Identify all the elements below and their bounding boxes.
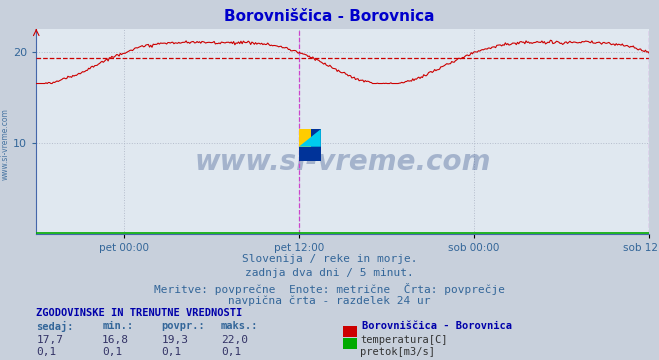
Text: 19,3: 19,3: [161, 335, 188, 345]
Text: 17,7: 17,7: [36, 335, 63, 345]
Text: povpr.:: povpr.:: [161, 321, 205, 331]
Text: 22,0: 22,0: [221, 335, 248, 345]
Text: www.si-vreme.com: www.si-vreme.com: [194, 148, 491, 176]
Text: maks.:: maks.:: [221, 321, 258, 331]
Text: Slovenija / reke in morje.: Slovenija / reke in morje.: [242, 254, 417, 264]
Bar: [299, 129, 311, 147]
Text: 0,1: 0,1: [102, 347, 123, 357]
Text: 16,8: 16,8: [102, 335, 129, 345]
Text: temperatura[C]: temperatura[C]: [360, 335, 448, 345]
Text: sedaj:: sedaj:: [36, 321, 74, 332]
Text: navpična črta - razdelek 24 ur: navpična črta - razdelek 24 ur: [228, 296, 431, 306]
Bar: [299, 129, 321, 161]
Text: Borovniščica - Borovnica: Borovniščica - Borovnica: [224, 9, 435, 24]
Text: Borovniščica - Borovnica: Borovniščica - Borovnica: [362, 321, 513, 331]
Text: Meritve: povprečne  Enote: metrične  Črta: povprečje: Meritve: povprečne Enote: metrične Črta:…: [154, 283, 505, 294]
Text: www.si-vreme.com: www.si-vreme.com: [1, 108, 10, 180]
Polygon shape: [299, 129, 321, 147]
Text: ZGODOVINSKE IN TRENUTNE VREDNOSTI: ZGODOVINSKE IN TRENUTNE VREDNOSTI: [36, 308, 243, 318]
Text: 0,1: 0,1: [36, 347, 57, 357]
Text: 0,1: 0,1: [221, 347, 241, 357]
Text: 0,1: 0,1: [161, 347, 182, 357]
Text: min.:: min.:: [102, 321, 133, 331]
Text: zadnja dva dni / 5 minut.: zadnja dva dni / 5 minut.: [245, 268, 414, 278]
Text: pretok[m3/s]: pretok[m3/s]: [360, 347, 436, 357]
